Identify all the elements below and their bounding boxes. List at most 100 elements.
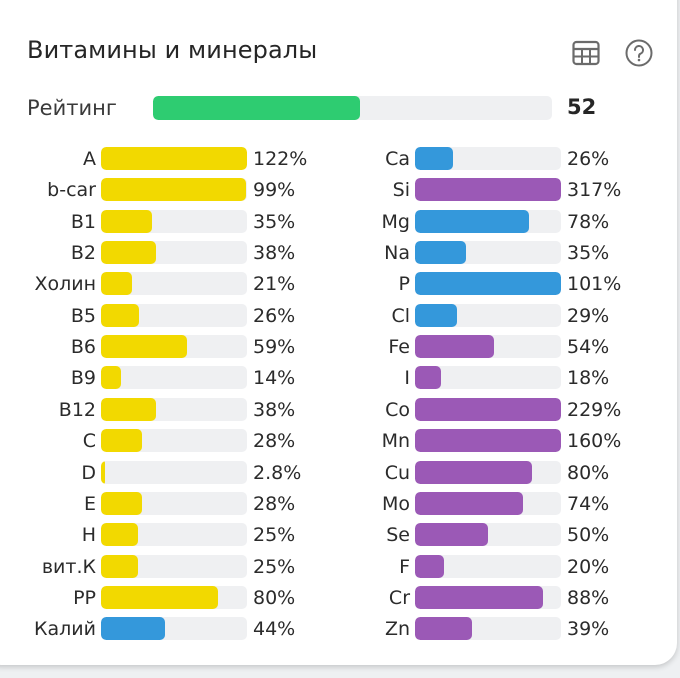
nutrient-bar-track (415, 555, 561, 578)
nutrient-bar-fill (101, 241, 157, 264)
nutrient-bar-track (101, 272, 247, 295)
nutrient-bar-track (101, 366, 247, 389)
nutrient-bar-fill (415, 210, 529, 233)
nutrient-value: 2.8% (253, 462, 302, 484)
rating-value: 52 (567, 95, 597, 119)
nutrient-bar-fill (415, 398, 561, 421)
nutrient-label: вит.К (41, 556, 96, 578)
nutrient-bar-track (415, 210, 561, 233)
nutrient-bar-fill (101, 304, 139, 327)
nutrient-row-Cu: Cu 80% (0, 461, 680, 485)
table-view-button[interactable] (571, 38, 601, 68)
nutrient-bar-fill (101, 523, 138, 546)
nutrient-value: 54% (567, 336, 610, 358)
nutrient-value: 74% (567, 493, 610, 515)
help-icon (625, 39, 653, 67)
nutrient-value: 28% (253, 430, 296, 452)
nutrient-bar-fill (101, 429, 142, 452)
nutrient-bar-fill (101, 617, 166, 640)
nutrient-bar-fill (415, 272, 561, 295)
nutrient-label: B2 (70, 242, 96, 264)
nutrient-bar-track (415, 147, 561, 170)
nutrient-bar-fill (415, 586, 544, 609)
nutrient-value: 38% (253, 242, 296, 264)
nutrient-label: Cu (384, 462, 410, 484)
nutrient-bar-track (101, 178, 247, 201)
nutrient-label: B9 (70, 367, 96, 389)
nutrient-bar-track (415, 272, 561, 295)
nutrient-row-Cr: Cr 88% (0, 586, 680, 610)
nutrient-value: 26% (567, 148, 610, 170)
nutrient-bar-track (415, 429, 561, 452)
nutrient-bar-track (101, 461, 247, 484)
nutrient-bar-fill (101, 398, 157, 421)
nutrient-label: P (398, 273, 410, 295)
nutrient-value: 122% (253, 148, 308, 170)
nutrient-row-F: F 20% (0, 555, 680, 579)
nutrient-bar-track (415, 241, 561, 264)
nutrient-row-I: I 18% (0, 366, 680, 390)
nutrient-value: 39% (567, 618, 610, 640)
nutrient-bar-track (101, 586, 247, 609)
nutrient-label: Mn (381, 430, 410, 452)
nutrient-label: D (81, 462, 96, 484)
nutrient-value: 38% (253, 399, 296, 421)
nutrient-bar-fill (101, 147, 247, 170)
nutrient-value: 25% (253, 524, 296, 546)
nutrient-value: 99% (253, 179, 296, 201)
nutrient-label: F (399, 556, 410, 578)
nutrient-bar-track (101, 617, 247, 640)
nutrient-bar-fill (415, 617, 472, 640)
nutrient-label: Se (386, 524, 410, 546)
nutrient-label: Zn (384, 618, 410, 640)
nutrient-bar-fill (101, 272, 132, 295)
nutrient-bar-fill (101, 555, 138, 578)
nutrient-row-PP: PP 80% (0, 586, 680, 610)
nutrient-row-B12: B12 38% (0, 398, 680, 422)
nutrient-bar-track (101, 147, 247, 170)
nutrient-row-B9: B9 14% (0, 366, 680, 390)
nutrient-value: 35% (567, 242, 610, 264)
nutrient-bar-fill (415, 147, 453, 170)
nutrient-bar-track (415, 523, 561, 546)
nutrient-bar-fill (415, 178, 561, 201)
nutrient-row-H: H 25% (0, 523, 680, 547)
nutrient-bar-track (415, 398, 561, 421)
table-icon (572, 40, 600, 66)
nutrient-row-A: A 122% (0, 147, 680, 171)
nutrient-row-Ca: Ca 26% (0, 147, 680, 171)
nutrient-label: Холин (34, 273, 96, 295)
nutrient-label: Co (385, 399, 410, 421)
nutrient-label: B12 (58, 399, 96, 421)
nutrient-label: Ca (385, 148, 410, 170)
nutrient-value: 317% (567, 179, 622, 201)
nutrient-bar-track (101, 429, 247, 452)
nutrient-bar-track (101, 523, 247, 546)
nutrient-label: Cl (391, 305, 410, 327)
help-button[interactable] (624, 38, 654, 68)
nutrient-value: 20% (567, 556, 610, 578)
nutrient-label: Калий (34, 618, 96, 640)
nutrient-bar-track (415, 586, 561, 609)
nutrient-label: b-car (47, 179, 96, 201)
nutrient-row-C: C 28% (0, 429, 680, 453)
nutrient-value: 50% (567, 524, 610, 546)
nutrient-bar-fill (415, 366, 442, 389)
nutrient-row-Si: Si 317% (0, 178, 680, 202)
nutrient-label: Cr (388, 587, 410, 609)
nutrient-value: 29% (567, 305, 610, 327)
nutrient-bar-track (415, 335, 561, 358)
nutrient-bar-fill (415, 492, 524, 515)
nutrient-label: I (404, 367, 410, 389)
nutrient-label: Na (384, 242, 410, 264)
nutrient-bar-fill (101, 492, 142, 515)
nutrient-bar-fill (415, 555, 445, 578)
nutrient-label: H (81, 524, 96, 546)
nutrient-value: 101% (567, 273, 622, 295)
nutrient-bar-track (101, 492, 247, 515)
nutrient-row-Mg: Mg 78% (0, 210, 680, 234)
nutrient-value: 14% (253, 367, 296, 389)
nutrient-value: 78% (567, 211, 610, 233)
nutrient-bar-fill (101, 178, 246, 201)
